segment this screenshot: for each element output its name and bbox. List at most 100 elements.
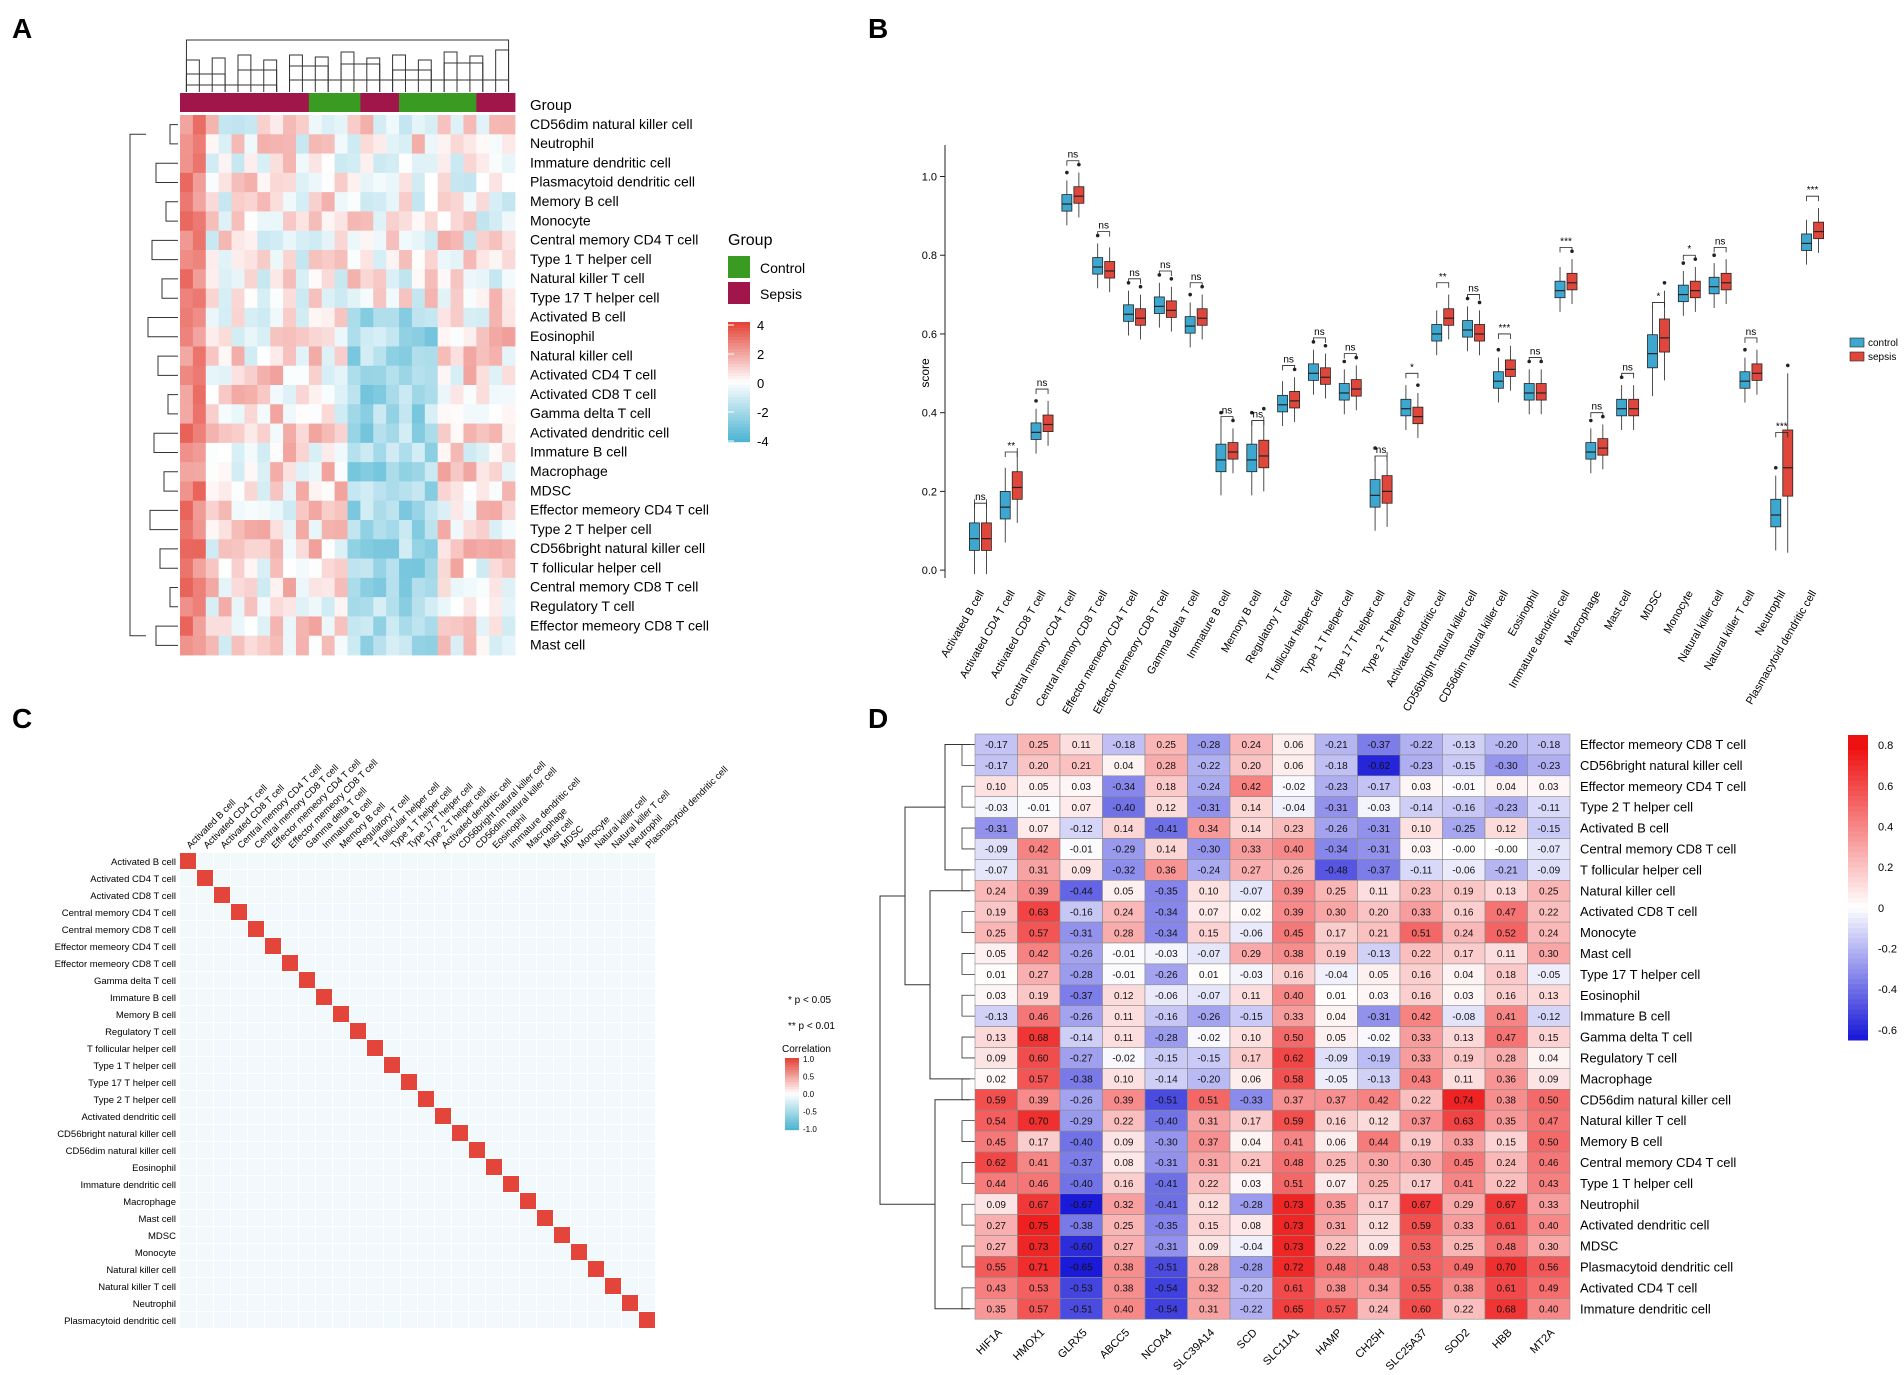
- correlation-cell: [418, 938, 434, 954]
- correlation-cell: [588, 1193, 604, 1209]
- cell-value: 0.27: [987, 1221, 1007, 1232]
- cell-value: 0.59: [1284, 1116, 1304, 1127]
- cell-value: 0.31: [1199, 1158, 1219, 1169]
- correlation-cell: [248, 955, 264, 971]
- cell-value: 0.16: [1327, 1116, 1347, 1127]
- heatmap-cell: [373, 230, 387, 251]
- panel-a-heatmap: Group CD56dim natural killer cellNeutrop…: [129, 39, 805, 656]
- correlation-cell: [180, 1057, 196, 1073]
- heatmap-cell: [244, 153, 258, 174]
- heatmap-cell: [373, 211, 387, 232]
- correlation-cell: [486, 955, 502, 971]
- dendrogram-branch: [153, 432, 178, 453]
- heatmap-cell: [257, 269, 271, 289]
- heatmap-cell: [437, 134, 451, 154]
- cell-value: -0.18: [1537, 740, 1560, 751]
- x-tick-label: Eosinophil: [1506, 589, 1542, 639]
- heatmap-cell: [373, 616, 387, 637]
- outlier-point: [1138, 284, 1143, 289]
- correlation-cell: [197, 1006, 213, 1022]
- correlation-cell: [622, 1074, 638, 1090]
- colorbar-segment: [1848, 780, 1868, 787]
- column-label: SLC11A1: [1261, 1327, 1302, 1368]
- correlation-cell: [350, 904, 366, 920]
- heatmap-cell: [205, 520, 220, 540]
- dendrogram-branch: [929, 890, 970, 1080]
- box: [1369, 479, 1381, 508]
- heatmap-cell: [295, 539, 310, 559]
- group-annotation-cell: [502, 93, 516, 112]
- row-label: Mast cell: [1580, 946, 1631, 961]
- cell-value: 0.25: [1369, 1179, 1389, 1190]
- correlation-cell: [452, 1040, 468, 1056]
- correlation-cell: [605, 1244, 621, 1260]
- cell-value: -0.28: [1240, 1263, 1263, 1274]
- heatmap-cell: [373, 288, 387, 309]
- heatmap-cell: [373, 404, 387, 424]
- heatmap-cell: [334, 346, 348, 367]
- box: [1165, 300, 1177, 318]
- heatmap-cell: [411, 385, 426, 405]
- correlation-cell: [180, 921, 196, 937]
- cell-value: 0.25: [987, 928, 1007, 939]
- correlation-cell: [503, 1159, 519, 1175]
- correlation-cell: [486, 972, 502, 988]
- cell-value: -0.65: [1070, 1263, 1093, 1274]
- dendrogram-branch: [392, 69, 432, 92]
- correlation-cell: [554, 870, 570, 886]
- correlation-cell: [435, 1278, 451, 1294]
- correlation-cell: [435, 1210, 451, 1226]
- heatmap-cell: [205, 288, 220, 309]
- colorbar-segment: [1848, 811, 1868, 817]
- heatmap-cell: [295, 192, 310, 212]
- correlation-cell: [214, 1210, 230, 1226]
- box: [1492, 371, 1504, 389]
- correlation-cell: [384, 1210, 400, 1226]
- correlation-cell: [554, 1176, 570, 1192]
- heatmap-cell: [399, 269, 413, 289]
- box: [1677, 284, 1689, 303]
- heatmap-cell: [476, 346, 490, 367]
- cell-value: -0.22: [1240, 1305, 1263, 1316]
- significance-label: **: [1007, 441, 1015, 452]
- heatmap-cell: [321, 172, 336, 193]
- row-label: Macrophage: [530, 463, 608, 479]
- colorbar-segment: [785, 1091, 799, 1095]
- heatmap-cell: [411, 307, 426, 328]
- colorbar-segment: [1848, 887, 1868, 894]
- correlation-cell: [197, 1074, 213, 1090]
- correlation-cell: [367, 904, 383, 920]
- row-label: Plasmacytoid dendritic cell: [530, 174, 695, 190]
- cell-value: 0.40: [1284, 991, 1304, 1002]
- heatmap-cell: [437, 577, 451, 598]
- dendrogram-branch: [443, 62, 484, 92]
- heatmap-cell: [411, 616, 426, 637]
- cell-value: -0.53: [1070, 1284, 1093, 1295]
- correlation-cell: [537, 972, 553, 988]
- heatmap-cell: [270, 153, 284, 174]
- heatmap-cell: [231, 269, 245, 289]
- correlation-cell: [401, 1074, 417, 1090]
- correlation-cell: [265, 1057, 281, 1073]
- heatmap-cell: [180, 307, 194, 328]
- correlation-cell: [639, 1040, 655, 1056]
- correlation-cell: [469, 1193, 485, 1209]
- heatmap-cell: [270, 481, 284, 502]
- row-label: Neutrophil: [133, 1299, 176, 1310]
- heatmap-cell: [321, 365, 336, 386]
- correlation-cell: [588, 1108, 604, 1124]
- dendrogram-branch: [392, 54, 406, 92]
- correlation-cell: [401, 1091, 417, 1107]
- colorbar-segment: [785, 1106, 799, 1109]
- heatmap-cell: [180, 192, 194, 212]
- cell-value: 0.71: [1029, 1263, 1049, 1274]
- correlation-cell: [231, 1278, 247, 1294]
- outlier-point: [1323, 343, 1328, 348]
- heatmap-cell: [334, 307, 348, 328]
- cell-value: 0.16: [1454, 907, 1474, 918]
- correlation-cell: [316, 1278, 332, 1294]
- correlation-cell: [418, 1040, 434, 1056]
- heatmap-cell: [360, 462, 374, 482]
- heatmap-cell: [308, 288, 323, 309]
- correlation-cell: [350, 1278, 366, 1294]
